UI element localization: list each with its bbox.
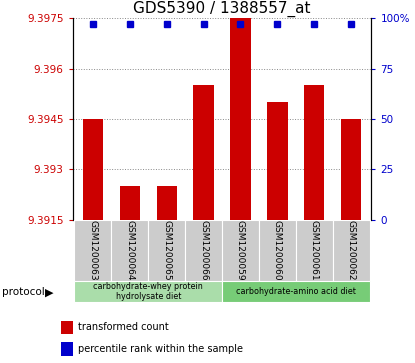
Text: GSM1200059: GSM1200059 xyxy=(236,220,245,281)
Text: transformed count: transformed count xyxy=(78,322,168,332)
Text: GSM1200061: GSM1200061 xyxy=(310,220,319,281)
Bar xyxy=(259,220,296,281)
Text: GSM1200060: GSM1200060 xyxy=(273,220,282,281)
Title: GDS5390 / 1388557_at: GDS5390 / 1388557_at xyxy=(133,1,311,17)
Bar xyxy=(74,281,222,302)
Text: protocol: protocol xyxy=(2,287,45,297)
Text: ▶: ▶ xyxy=(45,287,53,297)
Bar xyxy=(296,220,333,281)
Bar xyxy=(120,186,140,220)
Text: GSM1200065: GSM1200065 xyxy=(162,220,171,281)
Bar xyxy=(156,186,177,220)
Bar xyxy=(185,220,222,281)
Bar xyxy=(222,220,259,281)
Bar xyxy=(222,281,370,302)
Bar xyxy=(148,220,185,281)
Bar xyxy=(74,220,111,281)
Text: GSM1200066: GSM1200066 xyxy=(199,220,208,281)
Text: percentile rank within the sample: percentile rank within the sample xyxy=(78,344,243,354)
Text: GSM1200063: GSM1200063 xyxy=(88,220,98,281)
Text: carbohydrate-amino acid diet: carbohydrate-amino acid diet xyxy=(236,287,356,296)
Bar xyxy=(267,102,288,220)
Bar xyxy=(111,220,148,281)
Bar xyxy=(193,85,214,220)
Text: GSM1200062: GSM1200062 xyxy=(347,220,356,281)
Bar xyxy=(61,342,73,355)
Text: carbohydrate-whey protein
hydrolysate diet: carbohydrate-whey protein hydrolysate di… xyxy=(93,282,203,301)
Bar xyxy=(304,85,325,220)
Text: GSM1200064: GSM1200064 xyxy=(125,220,134,281)
Bar xyxy=(341,119,361,220)
Bar xyxy=(61,321,73,334)
Bar xyxy=(333,220,370,281)
Bar xyxy=(230,18,251,220)
Bar xyxy=(83,119,103,220)
